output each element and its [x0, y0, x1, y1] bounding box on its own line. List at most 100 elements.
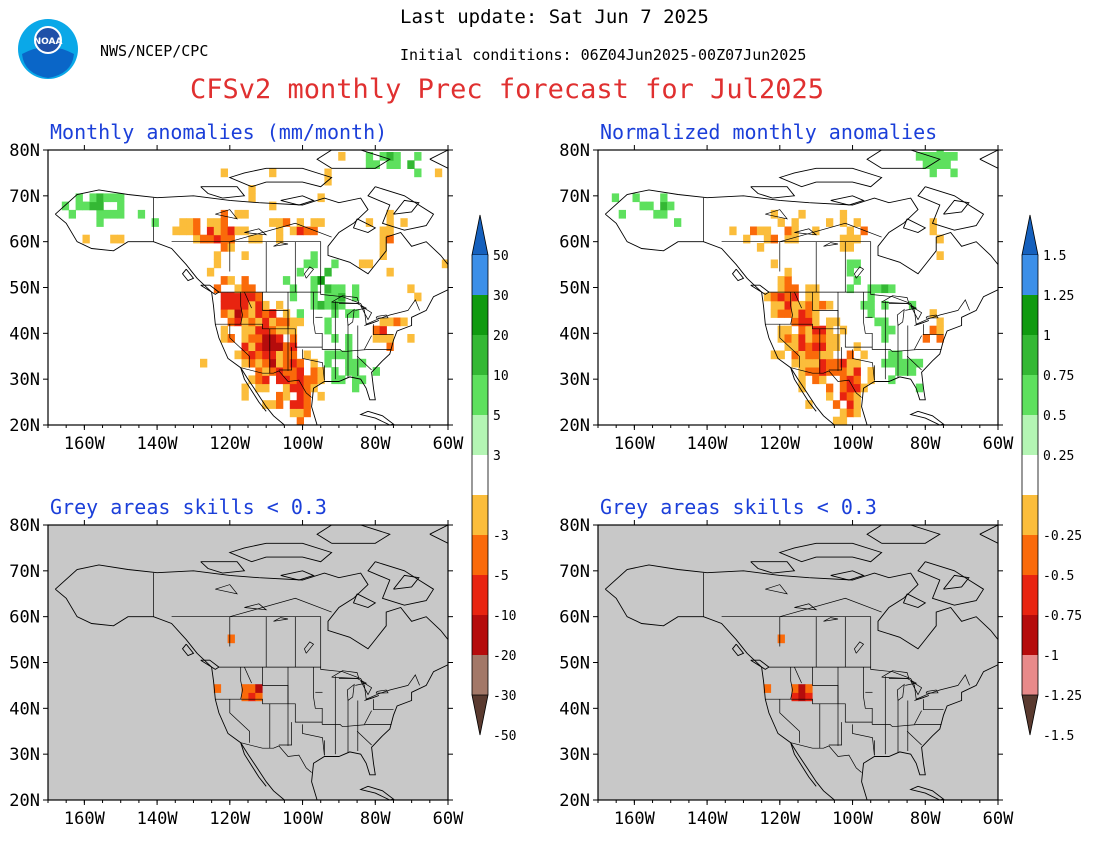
lat-tick-label: 30N [9, 745, 40, 765]
lon-tick-label: 100W [832, 809, 874, 829]
lon-tick-label: 80W [360, 809, 391, 829]
main-title: CFSv2 monthly Prec forecast for Jul2025 [190, 74, 824, 105]
colorbar-label: 3 [493, 449, 501, 464]
lat-tick-label: 20N [559, 416, 590, 436]
lon-tick-label: 140W [687, 809, 729, 829]
lat-tick-label: 50N [559, 654, 590, 674]
lon-tick-label: 80W [360, 434, 391, 454]
panel-title-skill-normalized: Grey areas skills < 0.3 [600, 495, 877, 519]
lat-tick-label: 20N [9, 791, 40, 811]
lon-tick-label: 80W [910, 434, 941, 454]
lon-tick-label: 60W [983, 809, 1014, 829]
anomaly-field [61, 152, 448, 425]
initial-conditions-text: Initial conditions: 06Z04Jun2025-00Z07Ju… [400, 46, 807, 64]
noaa-logo-text: NOAA [34, 37, 63, 47]
lat-tick-label: 70N [559, 187, 590, 207]
colorbar-label: 0.75 [1043, 369, 1074, 384]
map-panel-anom-skill: 80N 70N 60N 50N 40N 30N 20N 160W 140W 120W 100W 80W… [9, 516, 464, 829]
colorbar-label: 1.5 [1043, 249, 1066, 264]
colorbar-label: 10 [493, 369, 509, 384]
lon-tick-label: 100W [282, 809, 324, 829]
colorbar-label: 1 [1043, 329, 1051, 344]
map-panel-norm: 80N 70N 60N 50N 40N 30N 20N 160W 140W 120W 100W 80W… [559, 141, 1014, 454]
map-panel-anom: 80N 70N 60N 50N 40N 30N 20N 160W 140W 120W 100W 80W… [9, 141, 464, 454]
lat-tick-label: 60N [9, 233, 40, 253]
colorbar-label: 20 [493, 329, 509, 344]
coastlines-and-borders [604, 150, 998, 425]
coastlines-and-borders [54, 150, 448, 425]
colorbar-label: 50 [493, 249, 509, 264]
lon-tick-label: 120W [759, 434, 801, 454]
panel-title-skill-anomalies: Grey areas skills < 0.3 [50, 495, 327, 519]
lat-tick-label: 50N [559, 279, 590, 299]
lon-tick-label: 140W [137, 434, 179, 454]
colorbar-label: -1.5 [1043, 729, 1074, 744]
lon-tick-label: 140W [687, 434, 729, 454]
lat-tick-label: 30N [559, 370, 590, 390]
colorbar-norm: 1.5 1.25 1 0.75 0.5 0.25 -0.25 -0.5 -0.75 -1 -1.25… [1021, 214, 1082, 744]
map-panel-norm-skill: 80N 70N 60N 50N 40N 30N 20N 160W 140W 120W 100W 80W… [559, 516, 1014, 829]
lat-tick-label: 20N [9, 416, 40, 436]
lat-tick-label: 80N [9, 516, 40, 536]
coastlines-and-borders [54, 525, 448, 800]
lat-tick-label: 40N [559, 699, 590, 719]
colorbar-label: -20 [493, 649, 516, 664]
lon-tick-label: 100W [832, 434, 874, 454]
lat-tick-label: 70N [9, 562, 40, 582]
noaa-logo: NOAA [18, 19, 78, 79]
lon-tick-label: 160W [614, 434, 656, 454]
lon-tick-label: 100W [282, 434, 324, 454]
colorbar-label: -1.25 [1043, 689, 1082, 704]
lon-tick-label: 120W [209, 809, 251, 829]
lat-tick-label: 60N [559, 608, 590, 628]
colorbar-label: -3 [493, 529, 509, 544]
colorbar-label: -0.25 [1043, 529, 1082, 544]
lon-tick-label: 120W [759, 809, 801, 829]
last-update-text: Last update: Sat Jun 7 2025 [400, 6, 709, 28]
panel-title-anomalies: Monthly anomalies (mm/month) [50, 120, 388, 144]
lon-tick-label: 80W [910, 809, 941, 829]
colorbar-label: 0.25 [1043, 449, 1074, 464]
lat-tick-label: 70N [559, 562, 590, 582]
lat-tick-label: 40N [559, 324, 590, 344]
lon-tick-label: 160W [64, 809, 106, 829]
coastlines-and-borders [604, 525, 998, 800]
lon-tick-label: 160W [64, 434, 106, 454]
lat-tick-label: 70N [9, 187, 40, 207]
lat-tick-label: 30N [559, 745, 590, 765]
lat-tick-label: 80N [559, 141, 590, 161]
lon-tick-label: 140W [137, 809, 179, 829]
lat-tick-label: 60N [559, 233, 590, 253]
colorbar-label: -0.5 [1043, 569, 1074, 584]
lon-tick-label: 60W [433, 809, 464, 829]
colorbar-label: 30 [493, 289, 509, 304]
lat-tick-label: 20N [559, 791, 590, 811]
colorbar-label: -30 [493, 689, 516, 704]
lat-tick-label: 80N [9, 141, 40, 161]
anomaly-field [611, 150, 958, 425]
colorbar-label: -1 [1043, 649, 1059, 664]
colorbar-label: -5 [493, 569, 509, 584]
lat-tick-label: 50N [9, 279, 40, 299]
agency-label: NWS/NCEP/CPC [100, 42, 209, 60]
panel-title-normalized: Normalized monthly anomalies [600, 120, 938, 144]
lat-tick-label: 60N [9, 608, 40, 628]
lon-tick-label: 60W [433, 434, 464, 454]
colorbar-label: 5 [493, 409, 501, 424]
colorbar-label: 0.5 [1043, 409, 1066, 424]
lon-tick-label: 60W [983, 434, 1014, 454]
colorbar-mm: 50 30 20 10 5 3 -3 -5 -10 -20 -30 -50 [471, 214, 516, 744]
lat-tick-label: 80N [559, 516, 590, 536]
lat-tick-label: 50N [9, 654, 40, 674]
colorbar-label: -10 [493, 609, 516, 624]
lat-tick-label: 30N [9, 370, 40, 390]
lat-tick-label: 40N [9, 699, 40, 719]
colorbar-label: 1.25 [1043, 289, 1074, 304]
anomaly-field [213, 634, 263, 702]
anomaly-field [763, 634, 813, 702]
lon-tick-label: 160W [614, 809, 656, 829]
lat-tick-label: 40N [9, 324, 40, 344]
colorbar-label: -0.75 [1043, 609, 1082, 624]
lon-tick-label: 120W [209, 434, 251, 454]
